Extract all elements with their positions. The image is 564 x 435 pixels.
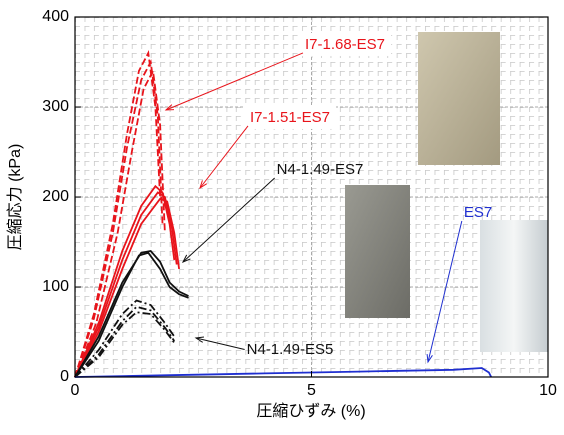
y-axis-title: 圧縮応力 (kPa) — [6, 144, 24, 251]
annotation: N4-1.49-ES7 — [277, 161, 364, 178]
annotation: I7-1.51-ES7 — [250, 109, 330, 126]
y-tick-label: 0 — [60, 368, 69, 385]
y-tick-label: 300 — [42, 98, 69, 115]
y-tick-label: 200 — [42, 188, 69, 205]
annotation: N4-1.49-ES5 — [247, 341, 334, 358]
y-tick-label: 100 — [42, 278, 69, 295]
x-tick-label: 0 — [71, 382, 80, 399]
x-tick-label: 5 — [307, 382, 316, 399]
y-tick-label: 400 — [42, 8, 69, 25]
annotation: I7-1.68-ES7 — [305, 36, 385, 53]
x-axis-title: 圧縮ひずみ (%) — [256, 402, 365, 420]
annotation: ES7 — [464, 204, 492, 221]
photo — [418, 32, 500, 165]
chart: 圧縮ひずみ (%) 圧縮応力 (kPa) 0 100 200 300 400 0 5 10 I7… — [0, 0, 564, 430]
photo — [345, 185, 410, 318]
x-tick-label: 10 — [539, 382, 557, 399]
photo — [480, 220, 548, 352]
